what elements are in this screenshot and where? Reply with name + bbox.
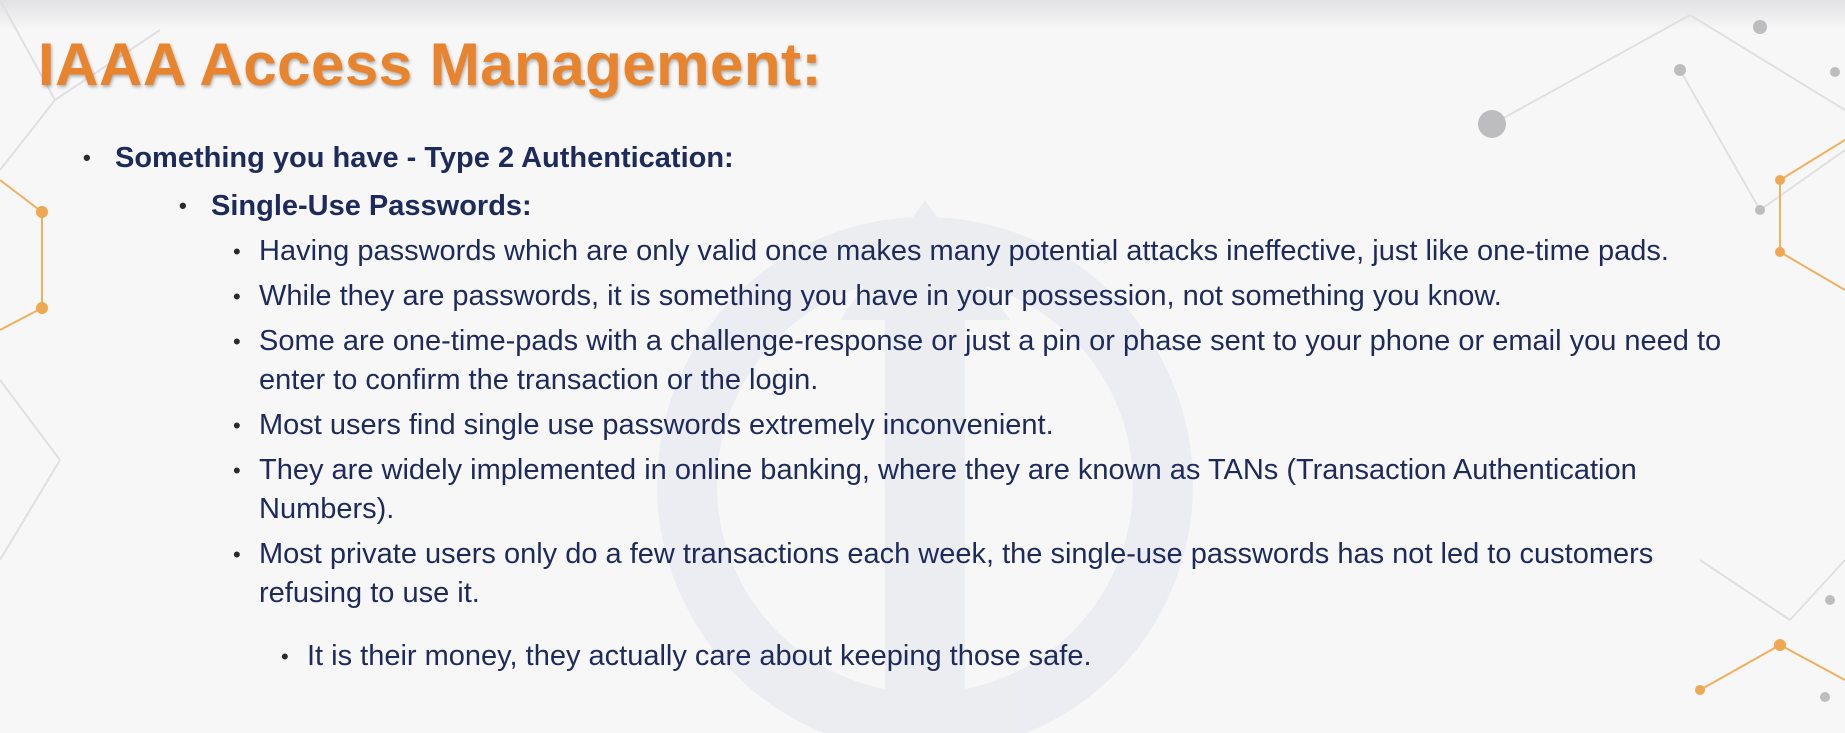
bullet-icon: •	[281, 644, 289, 669]
bullet-icon: •	[233, 284, 241, 309]
watermark-logo-icon	[657, 200, 1193, 733]
bullet-text: It is their money, they actually care ab…	[307, 640, 1092, 672]
bullet-icon: •	[233, 458, 241, 483]
list-item: • Having passwords which are only valid …	[233, 232, 1739, 271]
list-item: • It is their money, they actually care …	[281, 637, 1607, 676]
bullet-text: Having passwords which are only valid on…	[259, 235, 1669, 267]
list-item: • Most users find single use passwords e…	[233, 406, 1739, 445]
top-gradient-bar	[0, 0, 1845, 30]
list-item: • While they are passwords, it is someth…	[233, 277, 1739, 316]
bullet-icon: •	[233, 329, 241, 354]
bullet-icon: •	[233, 413, 241, 438]
bullet-icon: •	[233, 239, 241, 264]
list-item: • Most private users only do a few trans…	[233, 535, 1739, 613]
bullet-text: While they are passwords, it is somethin…	[259, 280, 1502, 312]
bullet-text: They are widely implemented in online ba…	[259, 454, 1637, 525]
slide-title: IAAA Access Management:	[38, 31, 822, 98]
list-item: • Some are one-time-pads with a challeng…	[233, 322, 1739, 400]
list-item: • They are widely implemented in online …	[233, 451, 1739, 529]
bullet-list-level1: • Something you have - Type 2 Authentica…	[83, 138, 1765, 178]
list-item: • Something you have - Type 2 Authentica…	[83, 138, 1765, 178]
bullet-icon: •	[83, 145, 91, 170]
bullet-list-level3: • Having passwords which are only valid …	[233, 232, 1739, 619]
bullet-list-level4: • It is their money, they actually care …	[281, 637, 1607, 676]
bullet-text: Some are one-time-pads with a challenge-…	[259, 325, 1722, 396]
bullet-text: Single-Use Passwords:	[211, 190, 532, 222]
bullet-text: Most users find single use passwords ext…	[259, 409, 1054, 441]
bullet-text: Most private users only do a few transac…	[259, 538, 1654, 609]
bullet-text: Something you have - Type 2 Authenticati…	[115, 142, 734, 174]
list-item: • Single-Use Passwords:	[179, 186, 1761, 226]
bullet-list-level2: • Single-Use Passwords:	[179, 186, 1761, 226]
bullet-icon: •	[233, 542, 241, 567]
bullet-icon: •	[179, 193, 187, 218]
